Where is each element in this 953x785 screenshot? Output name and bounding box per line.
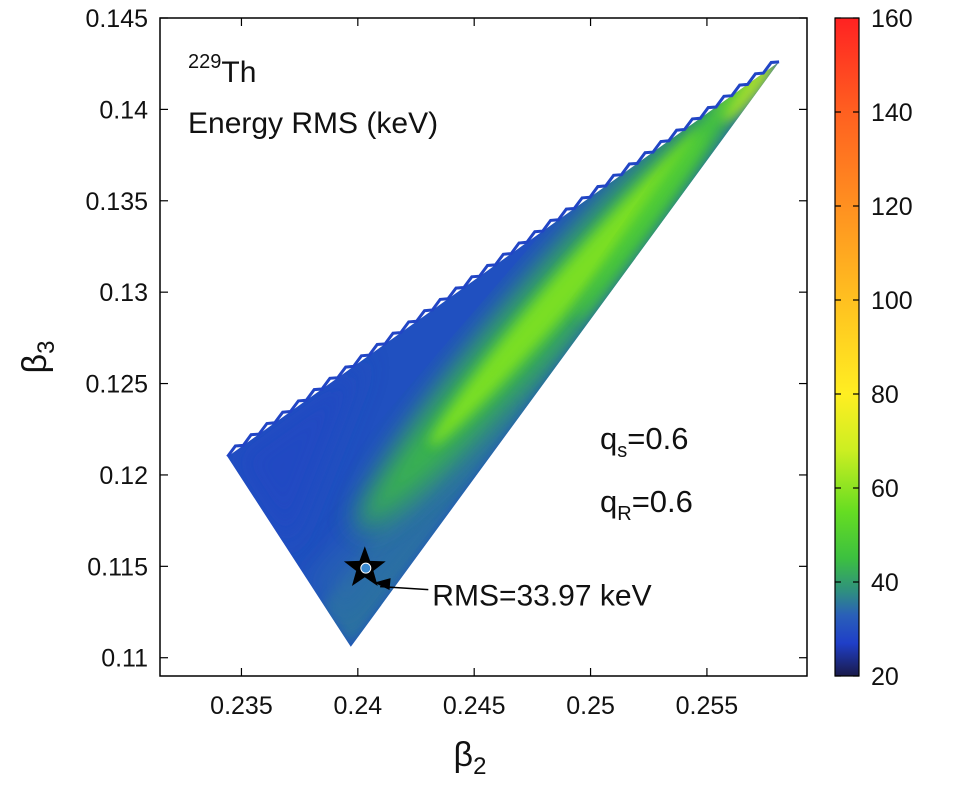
isotope-mass-number: 229: [188, 51, 221, 73]
param-qs-value: =0.6: [627, 421, 688, 456]
minimum-marker: [343, 546, 386, 586]
y-tick-label: 0.13: [99, 279, 148, 307]
param-qs-name: q: [600, 421, 617, 456]
heatmap-band: [227, 357, 366, 552]
isotope-symbol: Th: [221, 56, 256, 89]
param-qs-sub: s: [617, 440, 627, 462]
param-qr-name: q: [600, 484, 617, 519]
y-axis-label: β3: [16, 341, 60, 374]
isotope-label: 229Th: [188, 51, 256, 89]
colorbar-tick-label: 60: [871, 475, 899, 503]
colorbar-tick-label: 40: [871, 569, 899, 597]
x-tick-label: 0.255: [676, 692, 739, 720]
colorbar-tick-label: 160: [871, 5, 913, 33]
annotation-text: RMS=33.97 keV: [432, 580, 651, 613]
heatmap-ridge-core: [429, 132, 702, 447]
y-axis-label-base: β: [16, 354, 54, 374]
param-qr-sub: R: [617, 503, 631, 525]
y-tick-label: 0.11: [101, 645, 148, 673]
colorbar-ticks: 20 40 60 80 100 120 140 160: [835, 5, 913, 691]
y-tick-label: 0.125: [85, 371, 148, 399]
y-tick-label: 0.14: [99, 96, 148, 124]
x-axis-label: β2: [454, 736, 487, 780]
x-axis-label-sub: 2: [473, 753, 486, 780]
x-tick-label: 0.25: [566, 692, 615, 720]
heatmap-jagged-edge: [226, 60, 780, 458]
heatmap-edge-stripe: [575, 71, 748, 320]
colorbar-tick-label: 120: [871, 193, 913, 221]
colorbar-tick-label: 140: [871, 99, 913, 127]
y-tick-label: 0.12: [99, 462, 148, 490]
y-tick-label: 0.135: [85, 188, 148, 216]
param-qr: qR=0.6: [600, 484, 693, 525]
colorbar-tick-label: 20: [871, 663, 899, 691]
x-tick-label: 0.235: [210, 692, 273, 720]
param-qr-value: =0.6: [632, 484, 693, 519]
y-axis-ticks: 0.11 0.115 0.12 0.125 0.13 0.135 0.14 0.145: [85, 5, 807, 673]
plot-frame: [159, 17, 808, 677]
x-tick-label: 0.245: [443, 692, 506, 720]
heatmap-region: [226, 60, 780, 647]
param-qs: qs=0.6: [600, 421, 688, 462]
colorbar-tick-label: 80: [871, 381, 899, 409]
colorbar-tick-label: 100: [871, 287, 913, 315]
y-tick-label: 0.115: [87, 553, 148, 581]
x-axis-label-base: β: [454, 736, 474, 774]
x-tick-label: 0.24: [333, 692, 382, 720]
y-axis-label-sub: 3: [33, 341, 60, 354]
annotation-arrowhead: [374, 578, 391, 590]
y-tick-label: 0.145: [85, 5, 148, 33]
x-axis-ticks: 0.235 0.24 0.245 0.25 0.255: [210, 18, 738, 720]
chart-title: Energy RMS (keV): [188, 107, 438, 140]
star-marker-center: [360, 562, 372, 574]
colorbar: [834, 17, 860, 677]
